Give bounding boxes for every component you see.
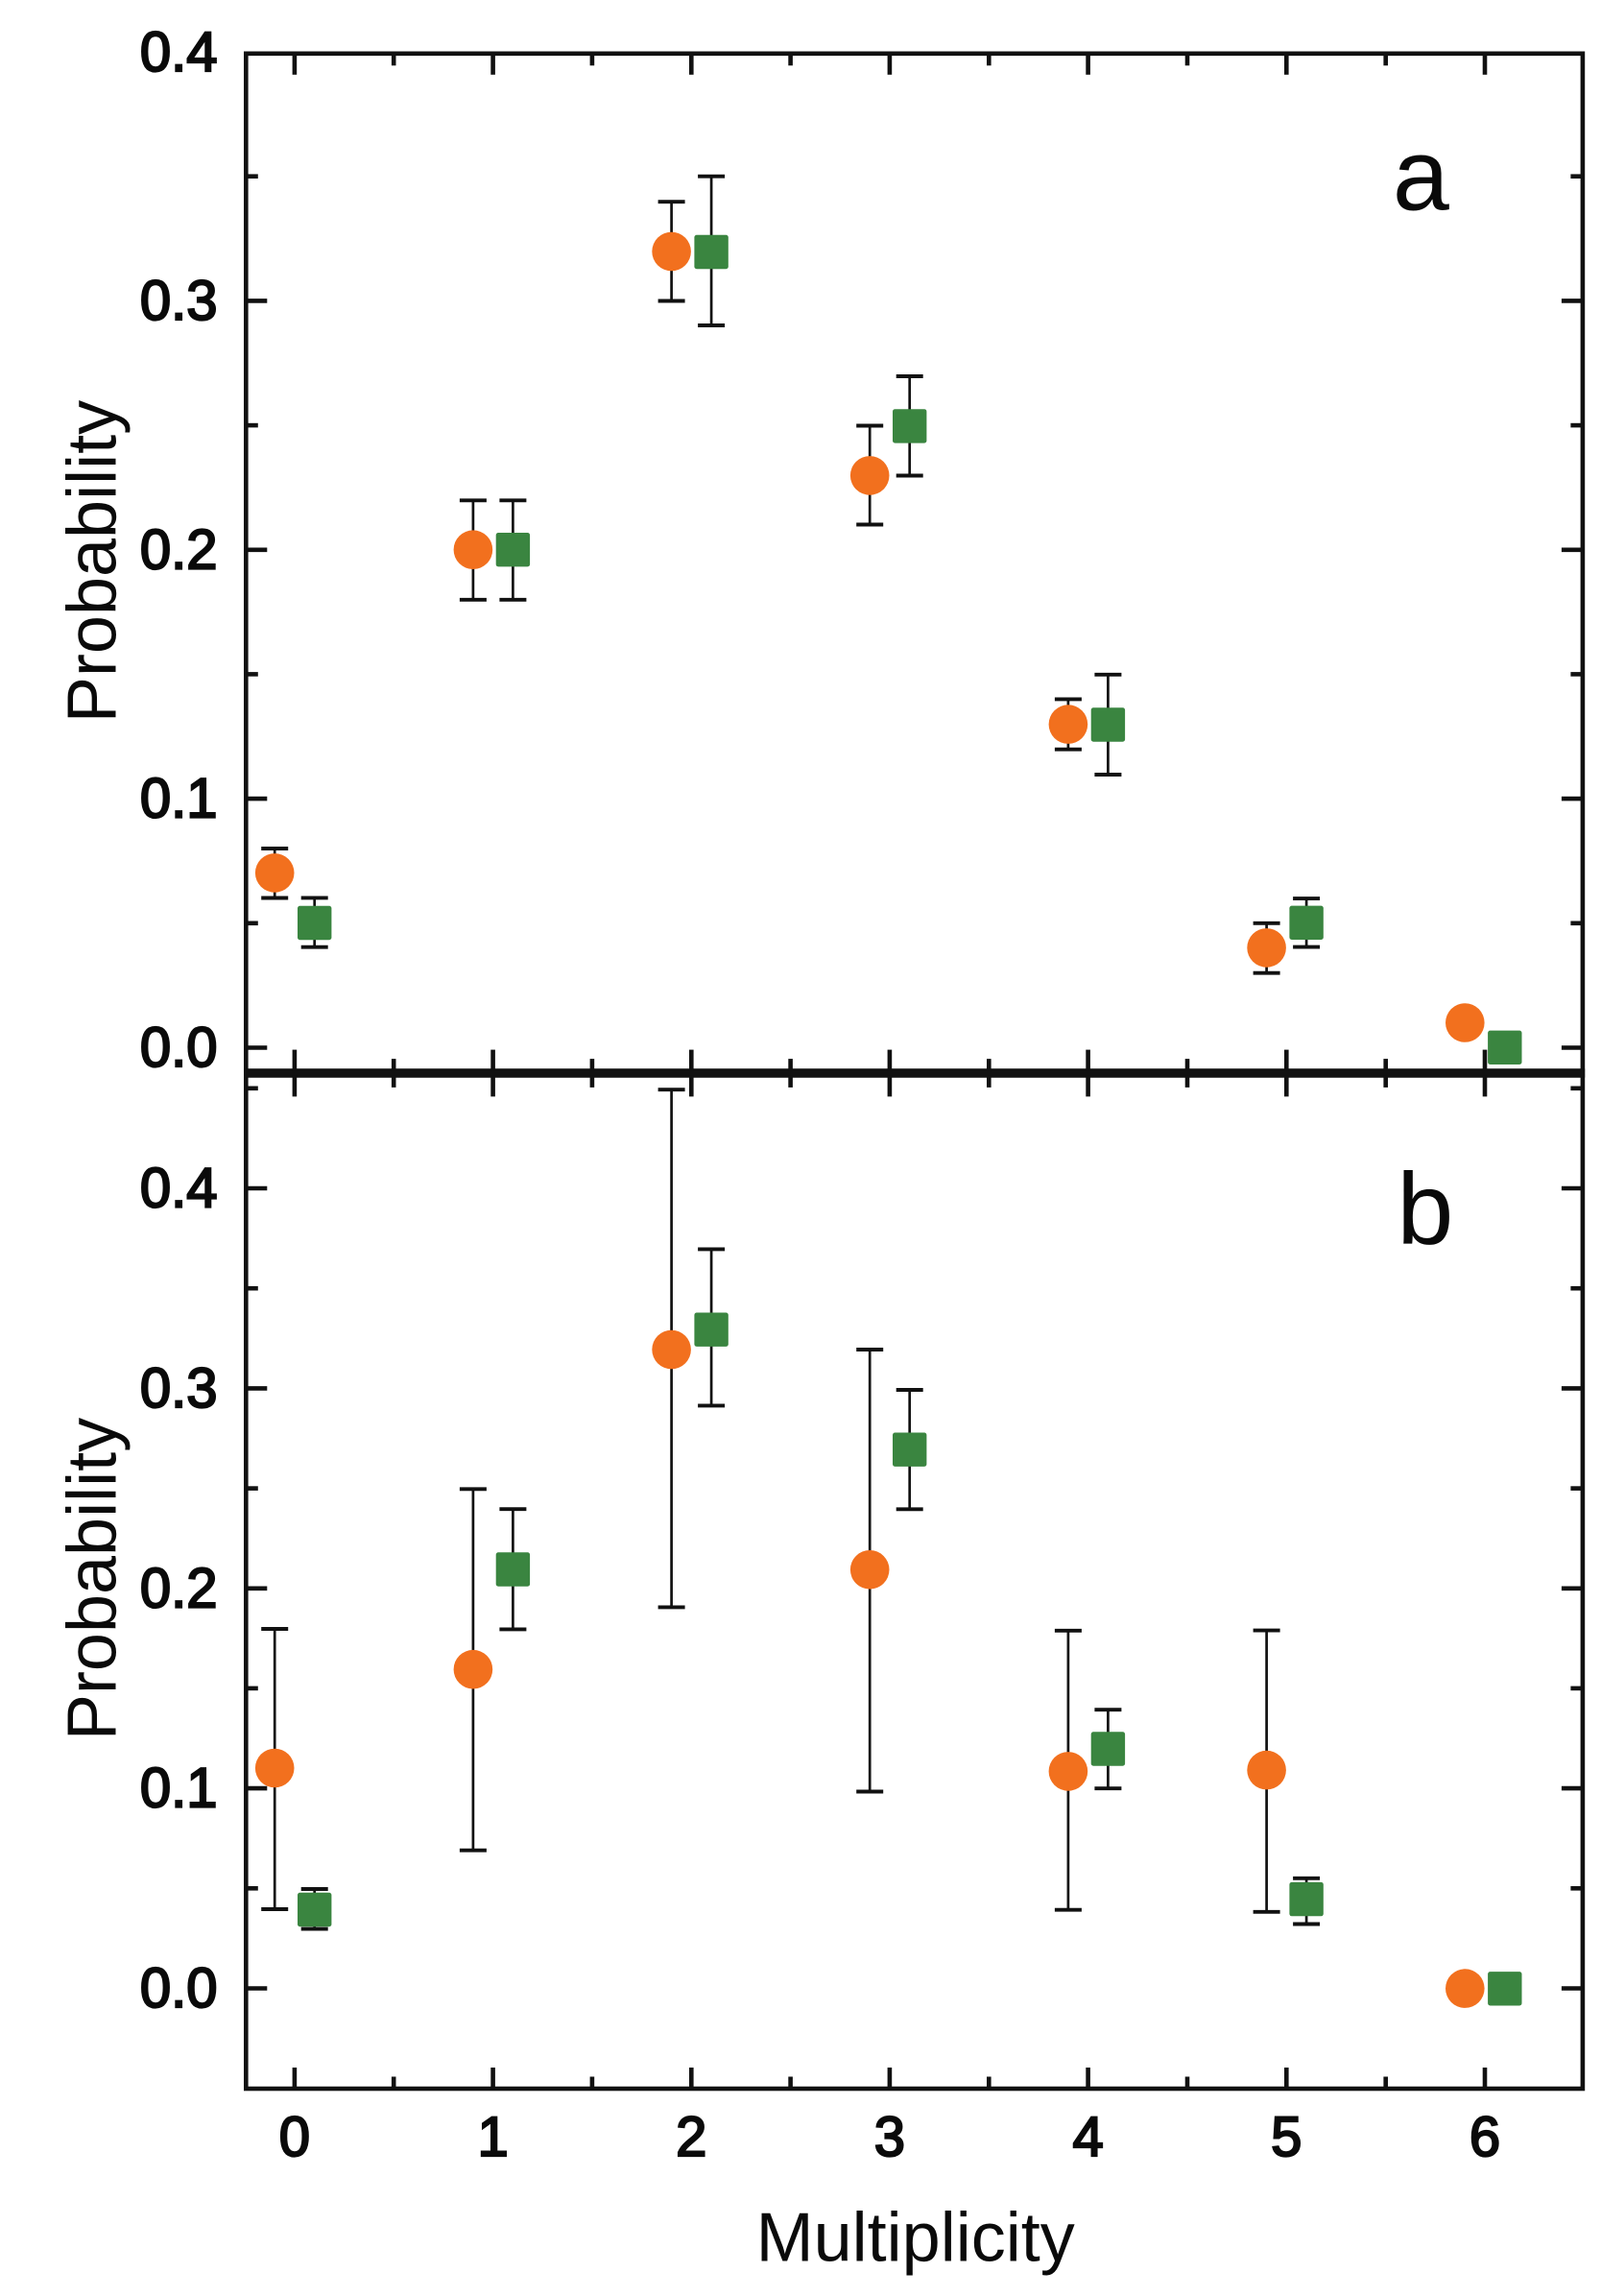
svg-text:0.2: 0.2: [140, 1557, 218, 1619]
svg-text:6: 6: [1470, 2106, 1500, 2168]
svg-text:0.0: 0.0: [140, 1016, 218, 1079]
svg-text:a: a: [1393, 119, 1449, 232]
svg-text:Multiplicity: Multiplicity: [756, 2200, 1075, 2277]
svg-text:2: 2: [676, 2106, 706, 2168]
svg-text:Probability: Probability: [55, 400, 131, 723]
svg-text:b: b: [1397, 1152, 1453, 1265]
svg-text:4: 4: [1072, 2106, 1103, 2168]
svg-text:0.4: 0.4: [140, 21, 218, 84]
svg-text:1: 1: [477, 2106, 508, 2168]
svg-text:0.0: 0.0: [140, 1957, 218, 2020]
svg-text:3: 3: [874, 2106, 905, 2168]
svg-text:0.1: 0.1: [140, 768, 218, 830]
svg-text:Probability: Probability: [55, 1418, 131, 1740]
svg-text:5: 5: [1271, 2106, 1302, 2168]
svg-text:0.1: 0.1: [140, 1758, 218, 1820]
svg-text:0.2: 0.2: [140, 518, 218, 581]
svg-text:0.3: 0.3: [140, 270, 218, 332]
svg-text:0.4: 0.4: [140, 1158, 218, 1220]
svg-text:0: 0: [279, 2106, 310, 2168]
svg-text:0.3: 0.3: [140, 1357, 218, 1420]
